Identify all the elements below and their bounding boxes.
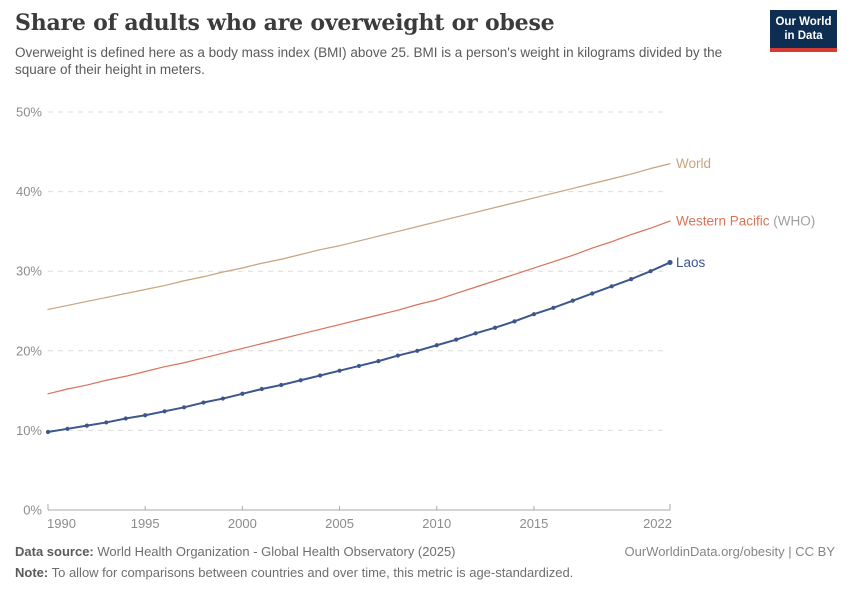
x-axis-tick-label: 1990	[47, 516, 76, 531]
y-axis-tick-label: 40%	[16, 184, 42, 199]
data-point	[181, 405, 187, 410]
y-axis-tick-label: 30%	[16, 264, 42, 279]
data-source-label: Data source:	[15, 544, 94, 559]
y-axis-tick-label: 50%	[16, 105, 42, 120]
owid-logo-line2: in Data	[784, 30, 823, 42]
series-line-world	[47, 163, 671, 311]
data-point-end	[667, 259, 673, 266]
series-label-laos: Laos	[676, 255, 706, 270]
x-axis-tick-label: 2005	[325, 516, 354, 531]
data-point	[201, 400, 206, 405]
data-point	[492, 325, 498, 330]
data-point	[220, 396, 226, 401]
x-axis-tick-label: 2015	[519, 516, 548, 531]
data-point	[45, 429, 51, 435]
x-axis-tick-label: 1995	[131, 516, 160, 531]
data-point	[259, 386, 264, 392]
data-point	[609, 284, 614, 289]
data-point	[240, 391, 245, 396]
data-point	[629, 277, 634, 282]
note-text: To allow for comparisons between countri…	[48, 565, 574, 580]
data-point	[123, 416, 128, 421]
data-point	[454, 337, 459, 342]
owid-logo: Our World in Data	[770, 10, 837, 52]
data-point	[298, 378, 303, 383]
series-label-western-pacific: Western Pacific (WHO)	[676, 214, 815, 229]
x-axis-tick-label: 2010	[422, 516, 451, 531]
data-point	[104, 420, 109, 425]
data-point	[590, 291, 595, 296]
y-axis-tick-label: 10%	[16, 423, 42, 438]
data-point	[570, 298, 575, 303]
data-point	[512, 319, 517, 324]
data-point	[337, 368, 342, 373]
data-source-line: Data source: World Health Organization -…	[15, 544, 456, 559]
data-point	[395, 353, 400, 358]
series-line-laos	[47, 261, 671, 433]
note-label: Note:	[15, 565, 49, 580]
data-point	[84, 423, 89, 428]
credit-link: OurWorldinData.org/obesity | CC BY	[624, 544, 836, 559]
data-point	[473, 331, 478, 336]
chart-subtitle: Overweight is defined here as a body mas…	[15, 45, 723, 77]
data-point	[279, 382, 284, 388]
series-line-western-pacific	[47, 220, 671, 395]
series-label-world: World	[676, 156, 711, 171]
data-point	[143, 413, 148, 418]
y-axis-tick-label: 20%	[16, 343, 42, 358]
y-axis-tick-label: 0%	[23, 503, 42, 518]
owid-logo-line1: Our World	[775, 16, 832, 28]
data-point	[434, 343, 439, 348]
data-point	[531, 312, 537, 317]
line-chart-canvas: 0% 10% 20% 30% 40% 50% 1990 1995 2000 2005 2010 201…	[16, 105, 815, 532]
data-point	[551, 305, 556, 310]
chart-header: Share of adults who are overweight or ob…	[15, 10, 755, 78]
data-point	[356, 363, 362, 369]
page-title: Share of adults who are overweight or ob…	[15, 10, 555, 36]
data-point	[318, 373, 323, 378]
data-point	[65, 426, 70, 431]
data-point	[648, 269, 653, 274]
note-line: Note: To allow for comparisons between c…	[15, 565, 835, 580]
data-point	[162, 409, 167, 414]
data-point	[415, 348, 420, 353]
x-axis-tick-label: 2000	[228, 516, 257, 531]
data-source-text: World Health Organization - Global Healt…	[93, 544, 456, 559]
x-axis-tick-label: 2022	[643, 516, 672, 531]
data-point	[376, 359, 381, 364]
chart-footer: Data source: World Health Organization -…	[15, 544, 835, 580]
